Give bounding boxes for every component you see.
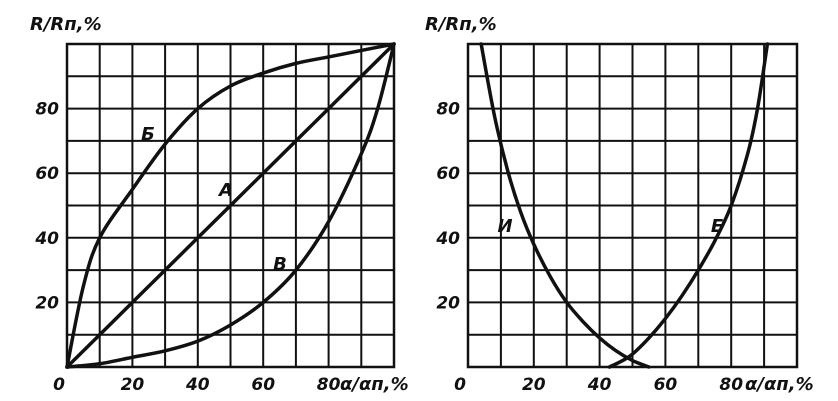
plot-frame: [466, 42, 799, 369]
x-tick-label: 60: [654, 375, 678, 395]
x-tick-label: 20: [522, 375, 546, 395]
x-tick-label: 60: [251, 375, 275, 395]
y-tick-label: 60: [35, 164, 59, 184]
x-tick-label: 20: [121, 375, 145, 395]
x-tick-label: 80: [719, 375, 743, 395]
series-label: А: [217, 180, 233, 201]
y-axis-label: R/Rп,%: [30, 14, 102, 35]
chart-panel-2: 20 40 60 80 0 20 40 60 80 R/Rп,% α/αп,% И Е: [425, 14, 814, 395]
series-curve-3: [65, 42, 396, 369]
y-tick-label: 20: [436, 293, 460, 313]
series-curve-2: [65, 42, 396, 369]
y-tick-label: 80: [35, 100, 59, 120]
y-tick-label: 20: [35, 293, 59, 313]
x-axis-label: α/αп,%: [340, 374, 409, 395]
y-tick-label: 40: [435, 229, 460, 249]
chart-panel-1: 20 40 60 80 0 20 40 60 80 R/Rп,% α/αп,% А Б В: [30, 14, 409, 395]
series-label: И: [497, 216, 512, 237]
series-label: В: [273, 254, 287, 275]
x-tick-label: 80: [317, 375, 341, 395]
x-tick-label: 0: [53, 375, 65, 395]
y-tick-label: 80: [436, 100, 460, 120]
y-tick-label: 40: [34, 229, 59, 249]
x-tick-label: 0: [454, 375, 466, 395]
series-curve-2: [607, 42, 770, 369]
series-curve-1: [479, 42, 651, 369]
series-label: Б: [141, 124, 155, 145]
y-tick-label: 60: [436, 164, 460, 184]
x-tick-label: 40: [185, 375, 210, 395]
x-tick-label: 40: [587, 375, 612, 395]
x-axis-label: α/αп,%: [745, 374, 814, 395]
y-axis-label: R/Rп,%: [425, 14, 497, 35]
series-label: Е: [711, 216, 724, 237]
plot-frame: [65, 42, 396, 369]
series-curve-1: [65, 42, 396, 369]
